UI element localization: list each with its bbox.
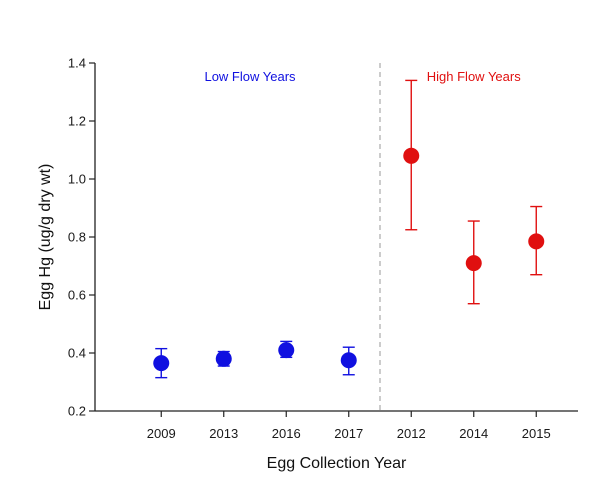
y-tick-label: 1.2 — [68, 114, 86, 129]
data-point — [215, 350, 232, 367]
series-group — [153, 79, 545, 379]
data-point — [340, 352, 357, 369]
x-tick-label: 2013 — [209, 426, 238, 441]
y-tick-label: 0.4 — [68, 346, 86, 361]
x-axis-title: Egg Collection Year — [267, 455, 407, 472]
y-tick-label: 1.4 — [68, 56, 86, 71]
annotation-label: Low Flow Years — [204, 69, 296, 84]
y-tick-label: 1.0 — [68, 172, 86, 187]
annotation-label: High Flow Years — [427, 69, 521, 84]
data-point — [403, 147, 420, 164]
data-point — [528, 233, 545, 250]
y-axis-ticks: 0.2 0.4 0.6 0.8 1.0 1.2 1.4 — [68, 56, 95, 419]
x-tick-label: 2012 — [397, 426, 426, 441]
data-point — [465, 255, 482, 272]
x-tick-label: 2016 — [272, 426, 301, 441]
x-tick-label: 2014 — [459, 426, 488, 441]
x-axis-ticks: 2009 2013 2016 2017 2012 2014 2015 — [147, 411, 551, 441]
series-1 — [403, 79, 545, 305]
series-0 — [153, 340, 357, 379]
data-point — [153, 355, 170, 372]
data-point — [278, 342, 295, 359]
y-axis-title: Egg Hg (ug/g dry wt) — [37, 164, 54, 311]
y-tick-label: 0.6 — [68, 288, 86, 303]
x-tick-label: 2015 — [522, 426, 551, 441]
x-tick-label: 2017 — [334, 426, 363, 441]
annotations: Low Flow Years High Flow Years — [204, 69, 521, 84]
y-tick-label: 0.2 — [68, 404, 86, 419]
y-tick-label: 0.8 — [68, 230, 86, 245]
x-tick-label: 2009 — [147, 426, 176, 441]
